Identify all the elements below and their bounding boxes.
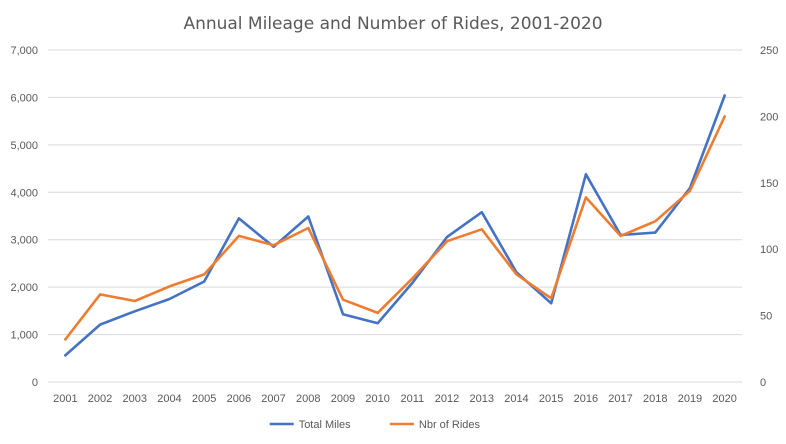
x-tick-label: 2020 <box>712 393 736 405</box>
x-tick-label: 2001 <box>53 393 77 405</box>
x-tick-label: 2003 <box>123 393 147 405</box>
legend-item: Total Miles <box>269 419 351 431</box>
x-tick-label: 2005 <box>192 393 216 405</box>
right-y-tick-label: 100 <box>760 244 778 256</box>
series-line-total-miles <box>64 94 727 357</box>
x-tick-label: 2010 <box>365 393 389 405</box>
series-lines <box>64 94 727 357</box>
legend-label: Nbr of Rides <box>419 419 481 431</box>
left-y-tick-label: 2,000 <box>10 282 38 294</box>
x-tick-label: 2002 <box>88 393 112 405</box>
x-tick-label: 2006 <box>227 393 251 405</box>
left-y-tick-label: 0 <box>32 377 38 389</box>
gridlines <box>48 49 742 383</box>
x-tick-label: 2018 <box>643 393 667 405</box>
left-y-tick-label: 1,000 <box>10 330 38 342</box>
right-y-tick-label: 50 <box>760 311 772 323</box>
left-y-tick-label: 7,000 <box>10 45 38 57</box>
left-y-tick-label: 4,000 <box>10 187 38 199</box>
x-tick-label: 2016 <box>574 393 598 405</box>
x-tick-label: 2012 <box>435 393 459 405</box>
x-tick-label: 2019 <box>678 393 702 405</box>
legend-label: Total Miles <box>299 419 351 431</box>
left-y-tick-label: 5,000 <box>10 140 38 152</box>
left-y-tick-label: 3,000 <box>10 235 38 247</box>
right-y-tick-label: 200 <box>760 111 778 123</box>
chart-title: Annual Mileage and Number of Rides, 2001… <box>183 14 602 34</box>
x-tick-label: 2011 <box>401 393 425 405</box>
left-y-axis: 0 1,000 2,000 3,000 4,000 5,000 6,000 7,000 <box>10 45 38 389</box>
x-tick-label: 2013 <box>470 393 494 405</box>
x-axis: 2001 2002 2003 2004 2005 2006 2007 2008 2009 2010… <box>53 393 737 405</box>
x-tick-label: 2009 <box>331 393 355 405</box>
x-tick-label: 2014 <box>504 393 528 405</box>
x-tick-label: 2007 <box>261 393 285 405</box>
left-y-tick-label: 6,000 <box>10 92 38 104</box>
x-tick-label: 2004 <box>157 393 181 405</box>
series-line-nbr-of-rides <box>64 115 727 341</box>
x-tick-label: 2017 <box>608 393 632 405</box>
legend: Total Miles Nbr of Rides <box>269 419 481 431</box>
right-y-tick-label: 250 <box>760 45 778 57</box>
x-tick-label: 2015 <box>539 393 563 405</box>
right-y-tick-label: 0 <box>760 377 766 389</box>
legend-item: Nbr of Rides <box>389 419 481 431</box>
right-y-tick-label: 150 <box>760 178 778 190</box>
right-y-axis: 0 50 100 150 200 250 <box>760 45 778 389</box>
x-tick-label: 2008 <box>296 393 320 405</box>
